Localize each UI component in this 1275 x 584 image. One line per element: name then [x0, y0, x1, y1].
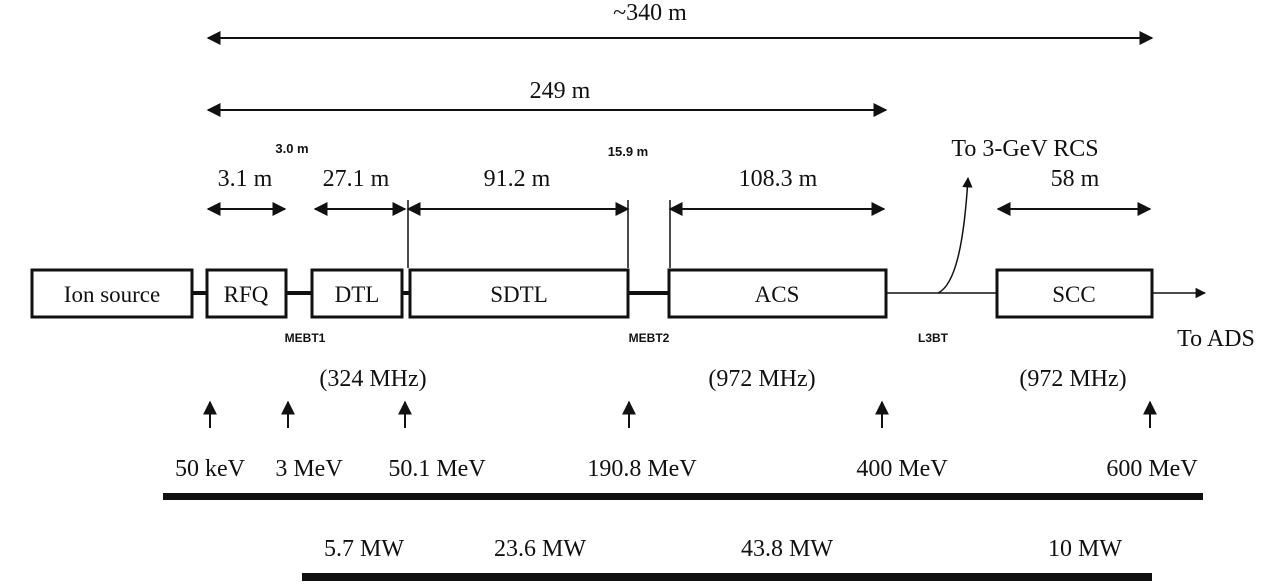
scc-box: SCC: [995, 268, 1154, 319]
rcs-destination-label: To 3-GeV RCS: [951, 136, 1098, 162]
sdtl-label: SDTL: [490, 282, 548, 307]
ion-source-box: Ion source: [30, 268, 194, 319]
dtl-box: DTL: [310, 268, 404, 319]
mebt2-label: MEBT2: [629, 331, 670, 345]
energy-baseline-bar: [163, 493, 1203, 500]
dtl-label: DTL: [335, 282, 380, 307]
rfq-box: RFQ: [205, 268, 288, 319]
dtl-length-label: 27.1 m: [323, 166, 390, 192]
sdtl-box: SDTL: [408, 268, 630, 319]
linac-length-label: 249 m: [530, 78, 591, 104]
power-label-acs: 43.8 MW: [741, 536, 833, 562]
power-baseline-bar: [302, 573, 1152, 581]
power-label-sdtl: 23.6 MW: [494, 536, 586, 562]
ion-source-label: Ion source: [64, 282, 160, 307]
rcs-branch-arrow: [937, 176, 973, 294]
sdtl-length-label: 91.2 m: [484, 166, 551, 192]
energy-label-50kev: 50 keV: [175, 456, 246, 482]
power-label-dtl: 5.7 MW: [324, 536, 404, 562]
power-label-scc: 10 MW: [1048, 536, 1122, 562]
total-length-label: ~340 m: [613, 0, 687, 26]
energy-label-400mev: 400 MeV: [856, 456, 948, 482]
mebt2-length-label: 15.9 m: [608, 144, 648, 159]
l3bt-label: L3BT: [918, 331, 949, 345]
scc-label: SCC: [1052, 282, 1095, 307]
acs-length-label: 108.3 m: [739, 166, 818, 192]
mebt1-length-label: 3.0 m: [275, 141, 308, 156]
frequency-324-label: (324 MHz): [319, 366, 426, 392]
frequency-scc-label: (972 MHz): [1019, 366, 1126, 392]
energy-label-600mev: 600 MeV: [1106, 456, 1198, 482]
rfq-label: RFQ: [224, 282, 269, 307]
acs-box: ACS: [667, 268, 888, 319]
mebt1-label: MEBT1: [285, 331, 326, 345]
frequency-acs-label: (972 MHz): [708, 366, 815, 392]
rfq-length-label: 3.1 m: [218, 166, 273, 192]
ads-destination-label: To ADS: [1177, 326, 1255, 352]
acs-label: ACS: [755, 282, 800, 307]
energy-label-3mev: 3 MeV: [275, 456, 343, 482]
energy-label-50mev: 50.1 MeV: [388, 456, 486, 482]
energy-label-190mev: 190.8 MeV: [587, 456, 697, 482]
scc-length-label: 58 m: [1051, 166, 1100, 192]
